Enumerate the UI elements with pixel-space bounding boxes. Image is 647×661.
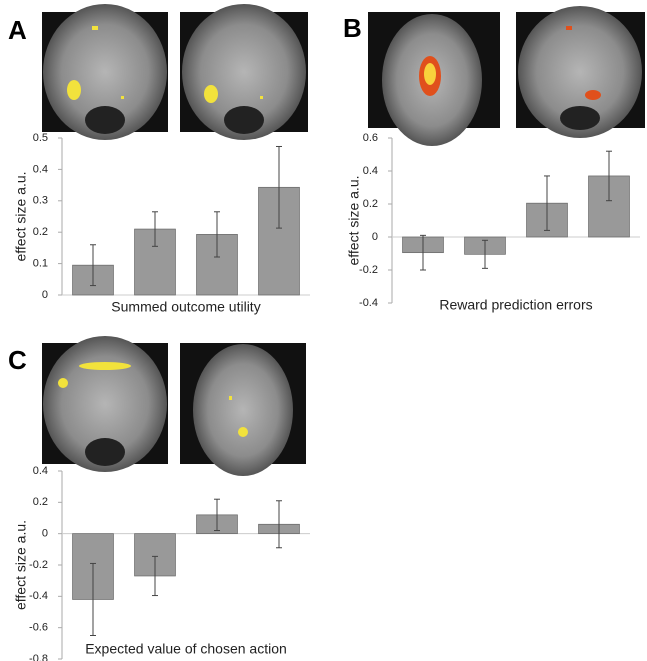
panel-label: C bbox=[8, 345, 27, 375]
y-tick-label: 0 bbox=[42, 528, 48, 540]
y-tick-label: 0.2 bbox=[363, 198, 378, 210]
y-tick-label: -0.4 bbox=[29, 590, 48, 602]
figure: Aeffect size a.u. Summed outcome utility 0… bbox=[0, 0, 647, 661]
y-tick-label: 0.2 bbox=[33, 226, 48, 238]
y-tick-label: 0.2 bbox=[33, 496, 48, 508]
x-axis-title: Reward prediction errors bbox=[439, 297, 592, 313]
y-tick-label: 0.5 bbox=[33, 132, 48, 144]
y-tick-label: 0 bbox=[42, 289, 48, 301]
brain-image bbox=[42, 336, 168, 472]
y-tick-label: -0.2 bbox=[359, 264, 378, 276]
y-tick-label: 0.4 bbox=[33, 163, 48, 175]
panel-label: B bbox=[343, 13, 362, 43]
brain-image bbox=[42, 4, 168, 140]
y-tick-label: -0.6 bbox=[29, 622, 48, 634]
y-tick-label: -0.8 bbox=[29, 653, 48, 661]
y-tick-label: 0.6 bbox=[363, 132, 378, 144]
y-axis-title: effect size a.u. bbox=[13, 171, 29, 261]
y-axis-title: effect size a.u. bbox=[346, 175, 362, 265]
y-tick-label: -0.4 bbox=[359, 297, 378, 309]
y-tick-label: 0.1 bbox=[33, 258, 48, 270]
x-axis-title: Expected value of chosen action bbox=[85, 641, 287, 657]
brain-image bbox=[368, 12, 500, 146]
y-tick-label: 0.3 bbox=[33, 195, 48, 207]
brain-image bbox=[180, 343, 306, 476]
panel-label: A bbox=[8, 15, 27, 45]
y-tick-label: 0.4 bbox=[363, 165, 378, 177]
y-axis-title: effect size a.u. bbox=[13, 520, 29, 610]
page: {"chart_data": [ {"type": "bar", "panel_… bbox=[0, 0, 647, 661]
brain-image bbox=[516, 6, 645, 138]
brain-image bbox=[180, 4, 308, 140]
y-tick-label: 0 bbox=[372, 231, 378, 243]
y-tick-label: 0.4 bbox=[33, 465, 48, 477]
y-tick-label: -0.2 bbox=[29, 559, 48, 571]
x-axis-title: Summed outcome utility bbox=[111, 299, 260, 315]
